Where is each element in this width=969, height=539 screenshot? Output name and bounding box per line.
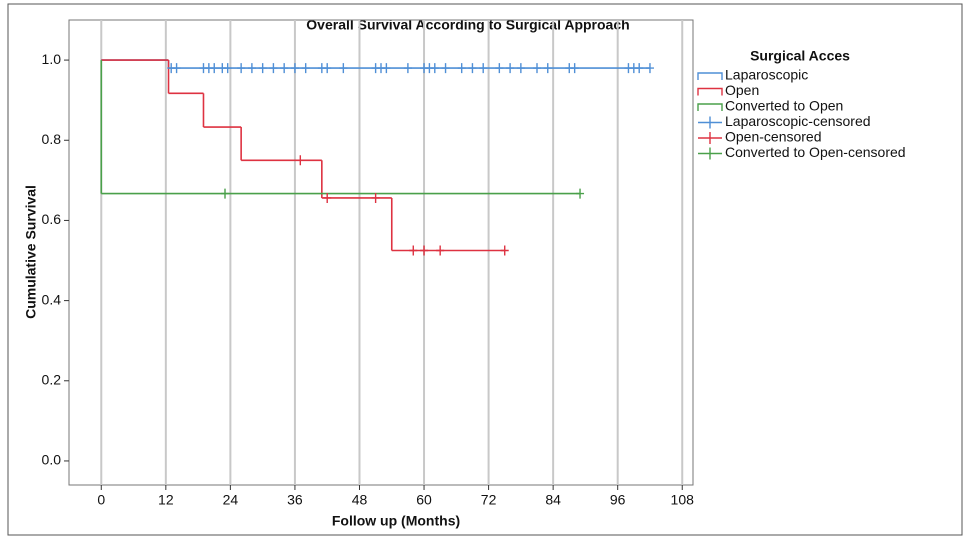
y-tick-label: 0.0 (42, 452, 62, 468)
x-tick-label: 0 (97, 492, 105, 508)
censor-mark (500, 245, 509, 256)
legend-label: Converted to Open-censored (725, 144, 906, 160)
censor-mark (533, 63, 541, 74)
legend-label: Laparoscopic-censored (725, 113, 871, 129)
y-axis-label: Cumulative Survival (23, 185, 39, 319)
censor-mark (223, 63, 232, 74)
x-tick-label: 12 (158, 492, 174, 508)
chart-title: Overall Survival According to Surgical A… (306, 17, 629, 33)
censor-mark (290, 63, 299, 74)
censor-mark (570, 63, 579, 74)
y-tick-label: 1.0 (42, 51, 62, 67)
censor-mark (543, 63, 552, 74)
censor-mark (645, 63, 654, 74)
censor-mark (576, 188, 585, 199)
censor-mark (210, 63, 219, 74)
censor-mark (296, 155, 305, 166)
plot-frame (68, 19, 694, 486)
censor-mark (479, 63, 488, 74)
x-tick-label: 36 (287, 492, 303, 508)
outer-frame (7, 3, 963, 536)
censor-mark (301, 63, 310, 74)
legend-label: Laparoscopic (725, 67, 808, 83)
legend-symbol (697, 103, 723, 111)
legend-symbol (697, 72, 723, 80)
legend-label: Open (725, 82, 759, 98)
censor-mark (420, 245, 429, 256)
x-tick-label: 96 (610, 492, 626, 508)
y-tick-label: 0.8 (42, 131, 62, 147)
legend-symbol (698, 116, 722, 129)
censor-mark (258, 63, 267, 74)
censor-mark (323, 192, 332, 203)
legend-label: Converted to Open (725, 98, 843, 114)
censor-mark (323, 63, 332, 74)
x-axis-label: Follow up (Months) (332, 513, 460, 529)
legend-symbol (697, 87, 723, 96)
censor-mark (247, 63, 256, 74)
censor-mark (371, 192, 380, 203)
legend-label: Open-censored (725, 129, 822, 145)
censor-mark (409, 245, 418, 256)
censor-mark (403, 63, 412, 74)
x-tick-label: 108 (671, 492, 695, 508)
censor-mark (457, 63, 466, 74)
x-tick-label: 24 (223, 492, 239, 508)
censor-mark (339, 63, 348, 74)
y-tick-label: 0.4 (42, 291, 62, 307)
censor-mark (382, 63, 391, 74)
censor-mark (495, 63, 504, 74)
censor-mark (237, 63, 246, 74)
legend-title: Surgical Acces (750, 48, 850, 64)
censor-mark (468, 63, 477, 74)
x-tick-label: 48 (352, 492, 368, 508)
censor-mark (506, 63, 515, 74)
censor-mark (516, 63, 525, 74)
censor-mark (635, 63, 644, 74)
legend-symbol (698, 147, 722, 160)
y-tick-label: 0.2 (42, 371, 62, 387)
censor-mark (172, 63, 181, 74)
censor-mark (430, 63, 439, 74)
censor-mark (221, 188, 229, 199)
legend-symbol (698, 132, 722, 144)
censor-mark (280, 63, 289, 74)
x-tick-label: 72 (481, 492, 497, 508)
censor-mark (269, 63, 278, 74)
censor-mark (436, 245, 445, 256)
x-tick-label: 60 (416, 492, 432, 508)
x-tick-label: 84 (545, 492, 561, 508)
censor-mark (441, 63, 450, 74)
y-tick-label: 0.6 (42, 211, 62, 227)
